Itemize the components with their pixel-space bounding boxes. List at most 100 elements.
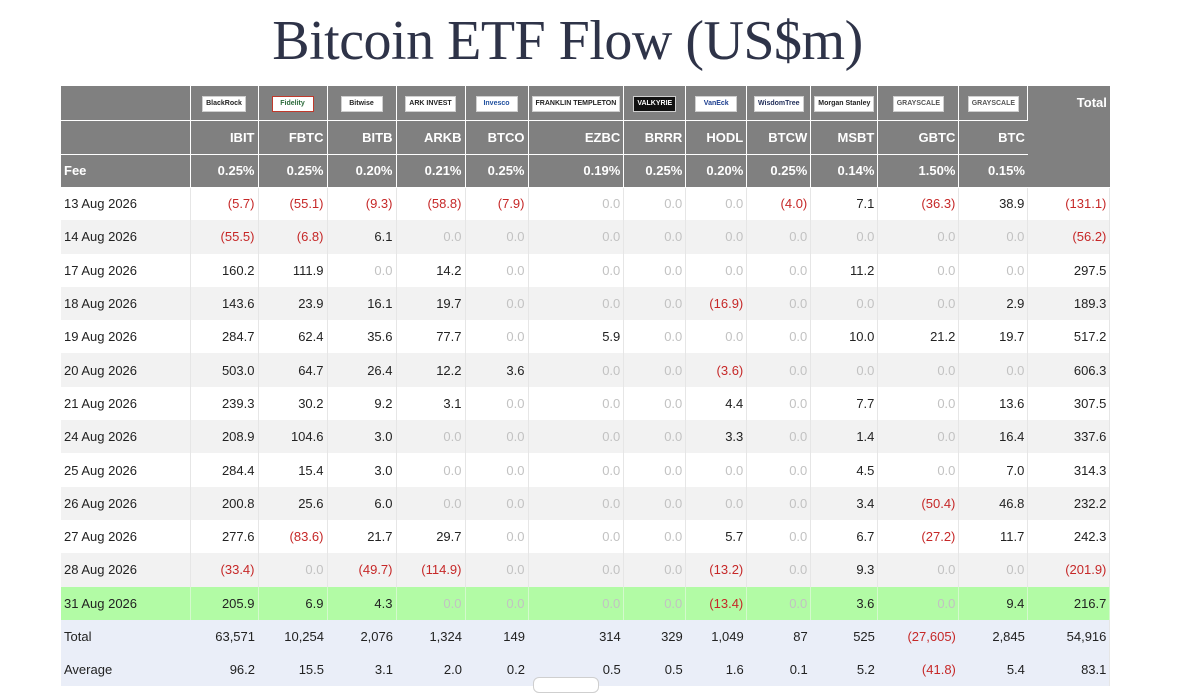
flow-value: 104.6 [258,420,328,454]
flow-value: 6.9 [258,586,328,620]
flow-value: 0.0 [746,386,812,421]
flow-value: 0.0 [623,220,687,254]
ticker-header: FBTC [258,120,328,155]
flow-value: (6.8) [258,220,328,254]
flow-value: (7.9) [465,187,529,221]
total-column-header: Total [1027,86,1110,188]
row-date: 13 Aug 2026 [61,187,191,221]
flow-value: 64.7 [258,353,328,387]
flow-value: 0.0 [746,320,812,354]
issuer-logo: BlackRock [202,96,246,113]
flow-value: (33.4) [190,553,259,587]
row-total: (131.1) [1027,187,1111,221]
flow-value: 0.0 [623,386,687,421]
summary-value: 3.1 [327,653,396,687]
ticker-header: HODL [685,120,748,155]
header-corner-cell [61,86,191,121]
fee-cell: 0.19% [528,154,625,188]
flow-value: 0.0 [396,453,466,487]
table-row: 27 Aug 2026 277.6 (83.6) 21.7 29.7 0.0 0.0 0.0 5… [61,519,1111,554]
summary-total-row: Total 63,571 10,254 2,076 1,324 149 314 329 1,04… [61,619,1111,654]
summary-value: 525 [810,619,878,654]
summary-value: 5.4 [958,653,1028,687]
flow-value: 10.0 [810,320,879,354]
issuer-logo: FRANKLIN TEMPLETON [531,96,621,113]
flow-value: (13.4) [685,586,748,620]
flow-value: 11.2 [810,253,879,287]
flow-value: 3.6 [810,586,879,620]
row-total: 307.5 [1027,386,1111,421]
flow-value: 16.1 [327,286,397,321]
flow-value: 0.0 [746,519,812,554]
row-date: 24 Aug 2026 [61,420,191,454]
row-total: 232.2 [1027,486,1111,520]
flow-value: (114.9) [396,553,466,587]
flow-value: (3.6) [685,353,748,387]
row-date: 28 Aug 2026 [61,553,191,587]
row-date: 19 Aug 2026 [61,320,191,354]
issuer-logo: GRAYSCALE [967,96,1020,113]
flow-value: 0.0 [746,486,812,520]
flow-value: 0.0 [258,553,328,587]
fee-cell: 0.25% [190,154,259,188]
flow-value: 0.0 [528,187,625,221]
flow-value: 3.6 [465,353,529,387]
flow-value: 0.0 [746,353,812,387]
flow-value: 15.4 [258,453,328,487]
issuer-logo-cell: GRAYSCALE [877,86,960,121]
summary-value: 0.2 [465,653,528,687]
scroll-handle[interactable] [533,677,599,693]
flow-value: 0.0 [958,353,1029,387]
row-date: 31 Aug 2026 [61,586,191,620]
flow-value: 0.0 [465,220,529,254]
row-total: 216.7 [1027,586,1111,620]
summary-value: 10,254 [258,619,327,654]
flow-value: 143.6 [190,286,259,321]
flow-value: 0.0 [746,586,812,620]
row-date: 14 Aug 2026 [61,220,191,254]
flow-value: 0.0 [528,353,625,387]
issuer-logo: Fidelity [271,96,314,113]
flow-value: 21.2 [877,320,960,354]
flow-value: 46.8 [958,486,1029,520]
flow-value: 5.7 [685,519,748,554]
row-total: 189.3 [1027,286,1111,321]
issuer-logo: VALKYRIE [633,96,677,113]
flow-value: 0.0 [746,420,812,454]
issuer-logo-cell: BlackRock [190,86,259,121]
flow-value: 0.0 [877,386,960,421]
summary-total: 83.1 [1027,653,1111,687]
summary-value: 149 [465,619,528,654]
flow-value: 0.0 [528,486,625,520]
flow-value: 277.6 [190,519,259,554]
table-row-latest: 31 Aug 2026 205.9 6.9 4.3 0.0 0.0 0.0 0.0 (13.4)… [61,586,1111,620]
fee-cell: 0.25% [746,154,812,188]
flow-value: 3.3 [685,420,748,454]
flow-value: 6.7 [810,519,879,554]
issuer-logo-cell: VALKYRIE [623,86,687,121]
fee-cell: 0.14% [810,154,879,188]
fee-cell: 0.15% [958,154,1028,188]
table-row: 26 Aug 2026 200.8 25.6 6.0 0.0 0.0 0.0 0.0 0.0 0.… [61,486,1111,520]
issuer-logo: VanEck [695,96,738,113]
summary-value: 1.6 [685,653,747,687]
flow-value: 239.3 [190,386,259,421]
table-row: 21 Aug 2026 239.3 30.2 9.2 3.1 0.0 0.0 0.0 4.4 0.… [61,386,1111,421]
summary-value: 1,049 [685,619,747,654]
flow-value: 0.0 [465,486,529,520]
flow-value: (50.4) [877,486,960,520]
flow-value: 3.4 [810,486,879,520]
page-title: Bitcoin ETF Flow (US$m) [272,10,863,72]
issuer-logo-cell: VanEck [685,86,748,121]
etf-flow-table: BlackRock Fidelity Bitwise ARK INVEST Invesc… [61,86,1111,687]
header-logo-row: BlackRock Fidelity Bitwise ARK INVEST Invesc… [61,86,1110,188]
summary-value: 2.0 [396,653,465,687]
flow-value: 0.0 [623,486,687,520]
flow-value: 29.7 [396,519,466,554]
header-ticker-row: IBIT FBTC BITB ARKB BTCO EZBC BRRR HODL BTCW MSBT… [61,120,1110,155]
flow-value: 0.0 [528,586,625,620]
flow-value: 0.0 [685,253,748,287]
flow-value: 6.0 [327,486,397,520]
flow-value: 0.0 [810,353,879,387]
flow-value: (83.6) [258,519,328,554]
